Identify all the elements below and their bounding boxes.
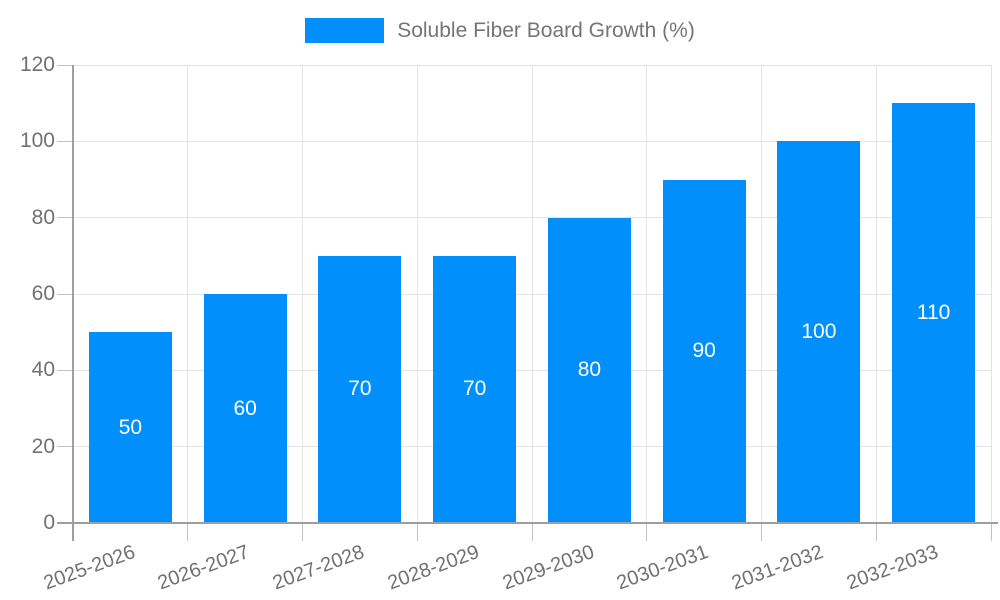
bar-value-label: 70 bbox=[348, 377, 372, 401]
x-tick-label: 2028-2029 bbox=[384, 541, 483, 595]
x-axis-tick bbox=[646, 523, 648, 541]
bar[interactable]: 70 bbox=[318, 255, 402, 523]
x-axis-tick bbox=[875, 523, 877, 541]
v-gridline bbox=[990, 65, 992, 523]
x-tick-label: 2029-2030 bbox=[499, 541, 597, 595]
v-gridline bbox=[416, 65, 418, 523]
bar[interactable]: 100 bbox=[777, 141, 861, 523]
x-axis-tick bbox=[302, 523, 303, 541]
y-tick-label: 20 bbox=[31, 434, 55, 458]
x-tick-label: 2030-2031 bbox=[614, 541, 712, 595]
v-gridline bbox=[761, 65, 762, 523]
chart-legend[interactable]: Soluble Fiber Board Growth (%) bbox=[0, 18, 1000, 43]
v-gridline bbox=[302, 65, 303, 523]
bar[interactable]: 70 bbox=[433, 255, 517, 523]
y-axis-tick bbox=[57, 140, 73, 142]
bar[interactable]: 90 bbox=[662, 179, 746, 523]
y-tick-label: 120 bbox=[19, 53, 55, 76]
bar[interactable]: 50 bbox=[88, 332, 172, 523]
v-gridline bbox=[646, 65, 648, 523]
v-gridline bbox=[875, 65, 877, 523]
v-gridline bbox=[531, 65, 533, 523]
bar-value-label: 90 bbox=[692, 339, 716, 363]
x-tick-label: 2032-2033 bbox=[843, 541, 942, 595]
y-tick-label: 80 bbox=[31, 205, 55, 229]
y-tick-label: 40 bbox=[31, 358, 55, 382]
x-axis-tick bbox=[187, 523, 189, 541]
x-tick-label: 2025-2026 bbox=[40, 541, 138, 595]
y-axis-line bbox=[72, 65, 74, 541]
bar-value-label: 70 bbox=[462, 377, 487, 401]
x-tick-label: 2031-2032 bbox=[728, 541, 827, 595]
y-axis-tick bbox=[57, 446, 73, 448]
y-tick-label: 100 bbox=[19, 129, 55, 153]
bar-value-label: 60 bbox=[233, 396, 257, 420]
x-axis-line bbox=[57, 522, 998, 524]
y-axis-tick bbox=[57, 64, 73, 66]
bar[interactable]: 60 bbox=[203, 294, 287, 523]
y-tick-label: 0 bbox=[43, 511, 55, 534]
x-tick-label: 2026-2027 bbox=[155, 541, 253, 595]
v-gridline bbox=[187, 65, 189, 523]
y-axis-tick bbox=[57, 293, 73, 295]
bar-value-label: 100 bbox=[801, 320, 837, 344]
bar-value-label: 110 bbox=[916, 301, 951, 325]
bar-value-label: 50 bbox=[118, 415, 143, 439]
x-axis-tick bbox=[990, 523, 992, 541]
x-axis-tick bbox=[761, 523, 762, 541]
x-tick-label: 2027-2028 bbox=[269, 541, 368, 595]
y-tick-label: 60 bbox=[31, 282, 55, 305]
y-axis-tick bbox=[57, 217, 73, 219]
bar-value-label: 80 bbox=[577, 358, 602, 382]
x-axis-tick bbox=[416, 523, 418, 541]
y-axis-tick bbox=[57, 369, 73, 371]
legend-label: Soluble Fiber Board Growth (%) bbox=[397, 18, 695, 42]
x-axis-tick bbox=[531, 523, 533, 541]
bar[interactable]: 80 bbox=[547, 217, 631, 523]
legend-swatch bbox=[305, 18, 385, 43]
bar[interactable]: 110 bbox=[892, 103, 976, 523]
